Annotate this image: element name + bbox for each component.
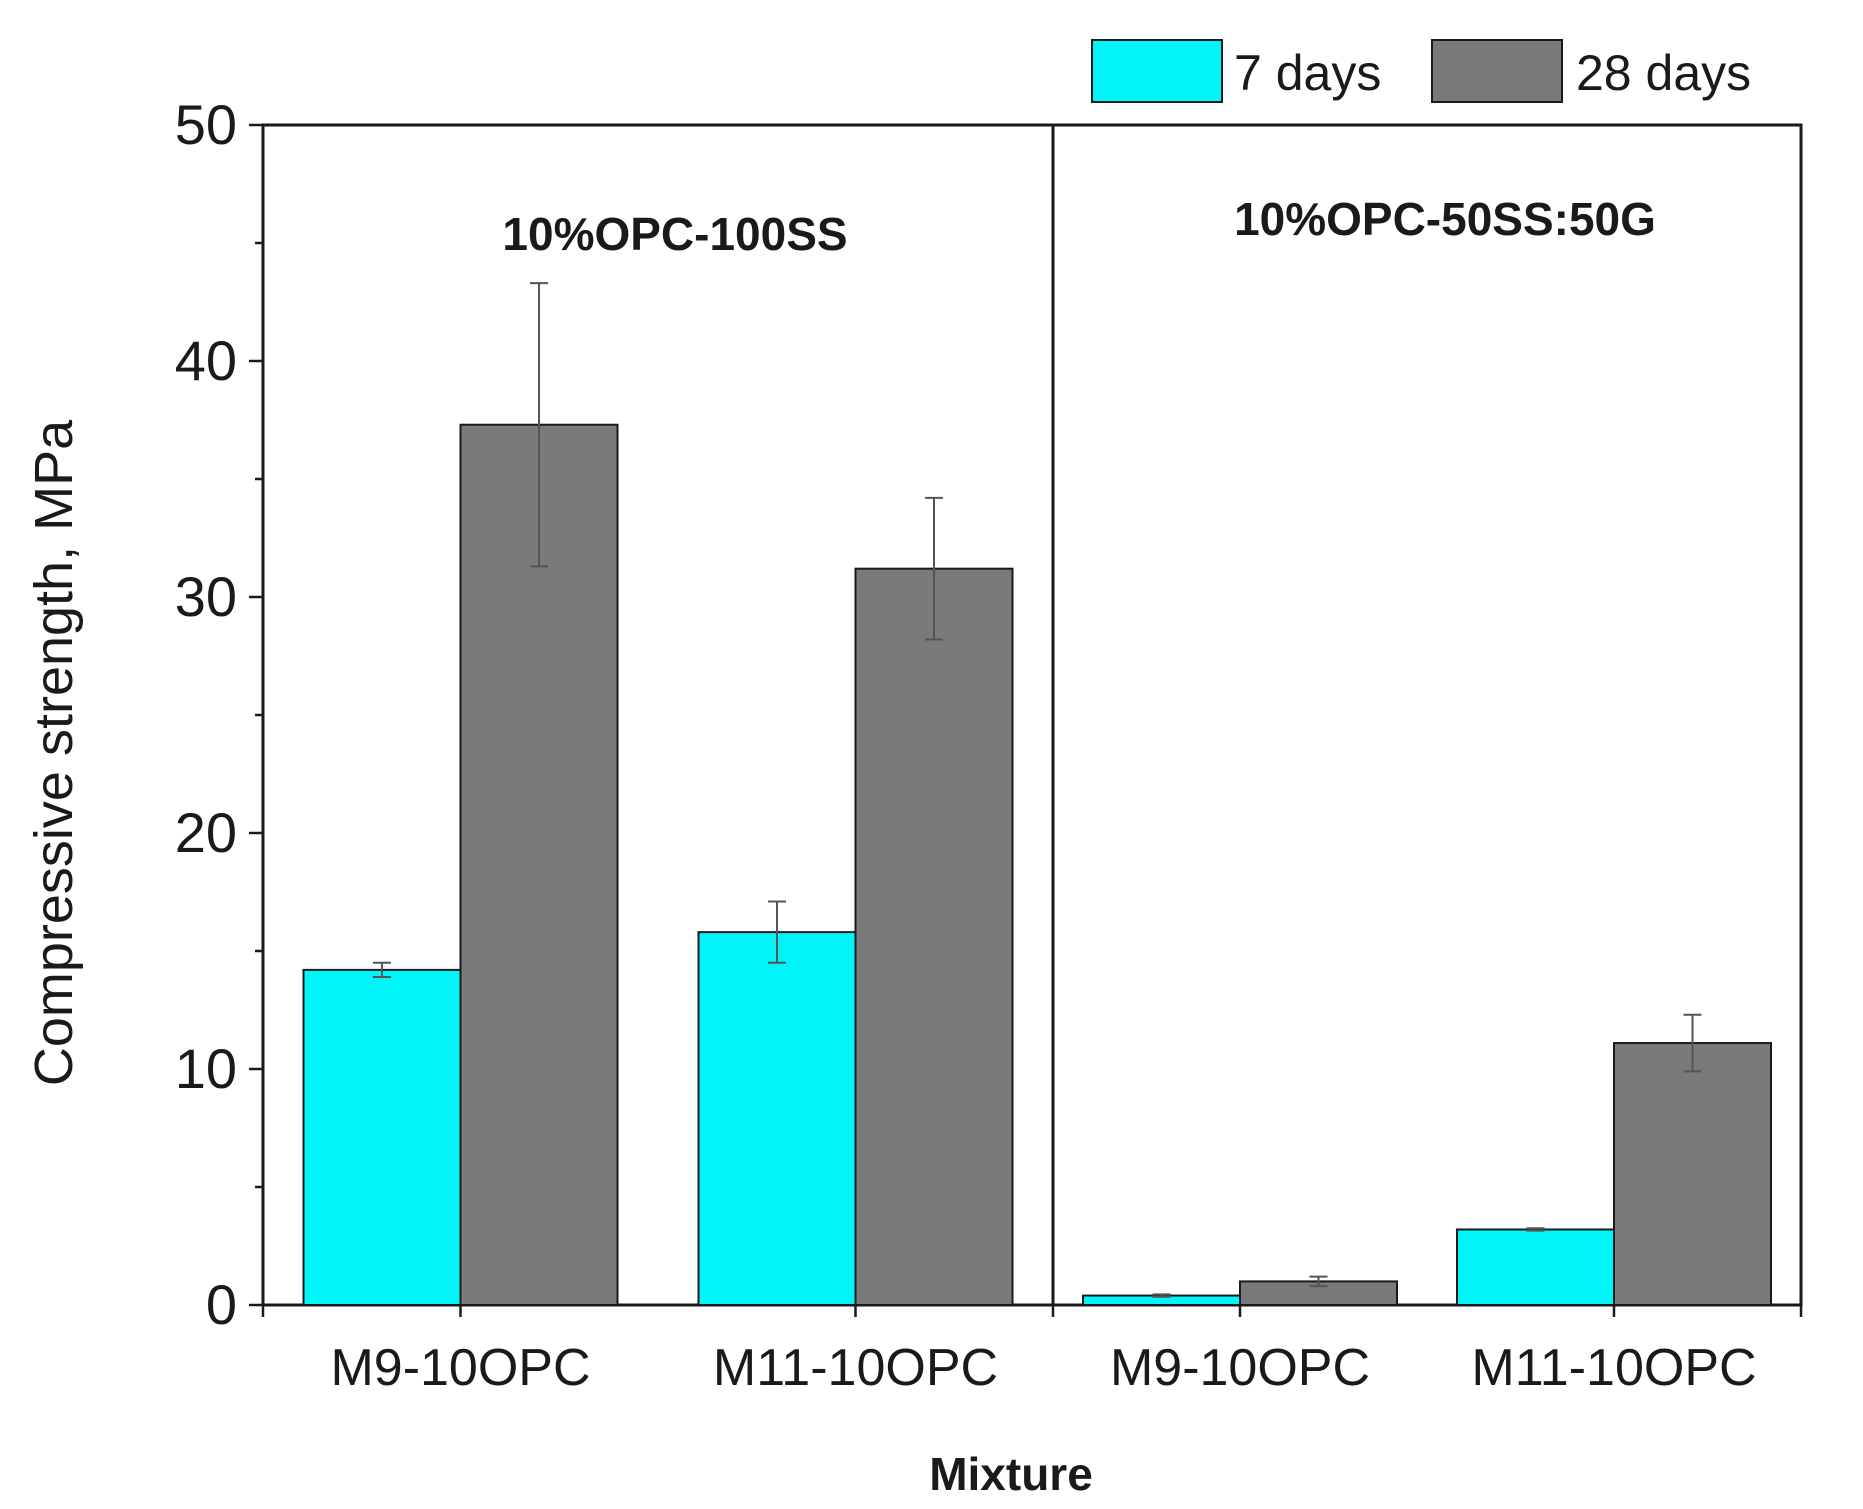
y-tick-label: 40 [175, 329, 237, 392]
x-category-label: M11-10OPC [713, 1339, 998, 1397]
legend-swatch-7-days [1091, 39, 1223, 103]
legend-swatch-28-days [1431, 39, 1563, 103]
y-axis-title: Compressive strength, MPa [24, 419, 84, 1086]
bar-28-days [459, 423, 619, 1307]
y-tick-label: 20 [175, 801, 237, 864]
panel-title-100ss: 10%OPC-100SS [502, 208, 847, 260]
bar-28-days [1613, 1042, 1772, 1307]
x-category-label: M9-10OPC [330, 1339, 590, 1397]
bar-28-days [854, 567, 1014, 1306]
legend-label-28-days: 28 days [1576, 45, 1751, 101]
bar-7-days [1456, 1228, 1615, 1306]
bar-7-days [697, 931, 857, 1306]
y-tick-label: 10 [175, 1037, 237, 1100]
x-category-label: M9-10OPC [1110, 1339, 1370, 1397]
plot-area: 0 10 20 30 40 50 M9-10OPC M11-10OPC M9-10OPC M11-… [175, 93, 1803, 1397]
x-axis-title: Mixture [929, 1448, 1093, 1500]
legend-label-7-days: 7 days [1234, 45, 1381, 101]
panel-title-50ss-50g: 10%OPC-50SS:50G [1234, 193, 1656, 245]
x-category-label: M11-10OPC [1471, 1339, 1756, 1397]
y-tick-label: 50 [175, 93, 237, 156]
y-tick-label: 0 [206, 1273, 237, 1336]
bar-7-days [302, 968, 462, 1306]
y-tick-label: 30 [175, 565, 237, 628]
legend: 7 days 28 days [1091, 39, 1751, 103]
